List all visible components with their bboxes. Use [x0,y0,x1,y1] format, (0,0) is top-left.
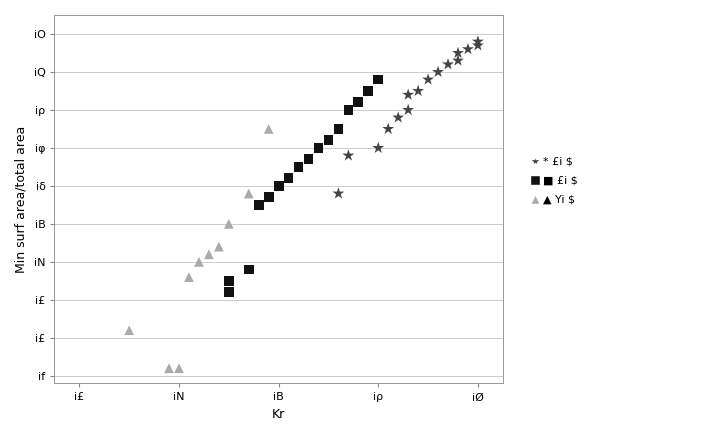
Point [332,126,344,133]
Point [263,126,275,133]
Point [402,106,414,113]
Point [342,152,354,159]
Point [472,38,484,45]
Point [392,114,404,121]
Point [452,50,464,57]
Point [442,61,454,68]
Point [213,243,225,250]
Point [123,327,135,334]
Point [253,201,265,208]
Point [163,365,174,372]
Point [412,88,424,95]
Legend: * £i $, ■ £i $, ▲ Yi $: * £i $, ■ £i $, ▲ Yi $ [531,157,578,204]
Point [452,57,464,64]
X-axis label: Kr: Kr [272,408,286,421]
Point [173,365,185,372]
Point [223,277,234,284]
Point [433,68,444,75]
Point [472,42,484,49]
Point [353,99,364,106]
Point [313,144,324,151]
Point [223,289,234,296]
Point [323,137,335,144]
Point [183,273,195,280]
Point [402,91,414,98]
Point [373,76,384,83]
Point [243,190,255,197]
Point [293,164,304,170]
Point [193,259,205,266]
Y-axis label: Min surf area/total area: Min surf area/total area [15,126,28,273]
Point [263,194,275,201]
Point [342,106,354,113]
Point [203,251,215,258]
Point [373,144,384,151]
Point [303,156,314,163]
Point [462,46,474,53]
Point [283,175,294,182]
Point [273,182,284,189]
Point [363,88,374,95]
Point [382,126,394,133]
Point [243,266,255,273]
Point [332,190,344,197]
Point [423,76,434,83]
Point [223,221,234,228]
